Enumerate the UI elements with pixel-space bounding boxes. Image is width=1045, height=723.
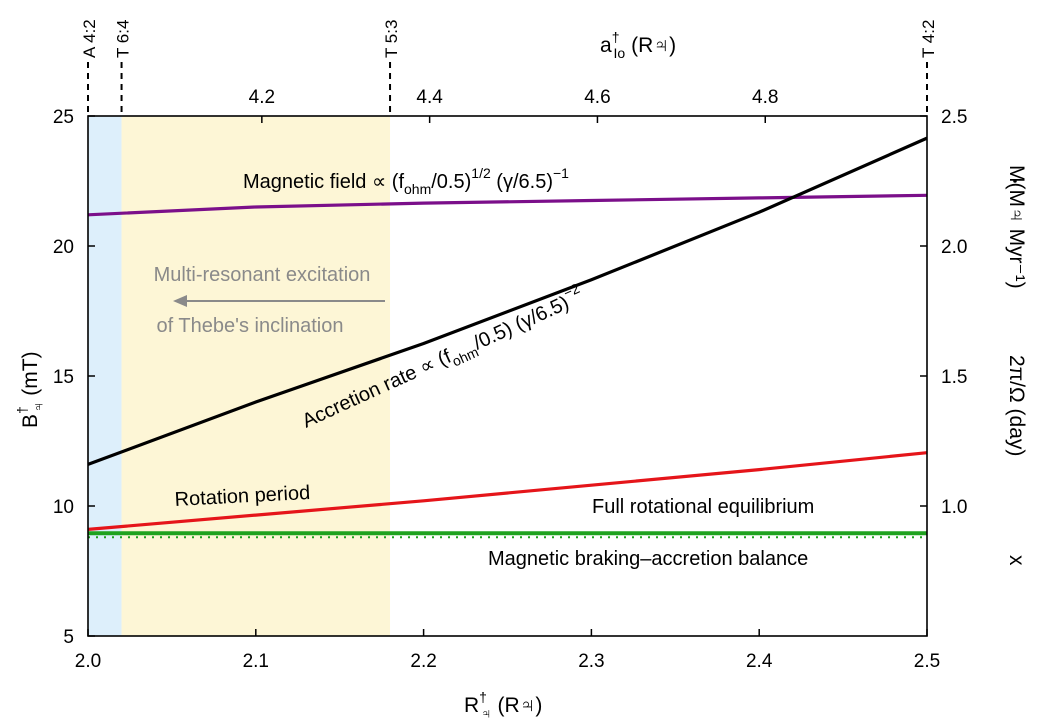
resonance-label-2: T 5:3 <box>382 20 401 58</box>
y-axis-right-x-title: x <box>1005 555 1028 566</box>
x-tick-label: 2.5 <box>914 651 940 672</box>
y-left-tick-label: 10 <box>53 497 74 518</box>
y-left-tick-label: 25 <box>53 107 74 128</box>
resonance-label-0: A 4:2 <box>80 19 99 58</box>
series-group <box>87 136 928 539</box>
y-right-tick-label: 1.5 <box>941 367 967 388</box>
y-left-tick-label: 20 <box>53 237 74 258</box>
top-axis-title: a† Io (R♃) <box>600 29 676 61</box>
resonance-lines: A 4:2 T 6:4 T 5:3 T 4:2 <box>80 19 938 116</box>
x-tick-label: 2.0 <box>75 651 101 672</box>
multi-resonant-label-1: Multi-resonant excitation <box>154 264 371 286</box>
multi-resonant-label-2: of Thebe's inclination <box>157 315 344 337</box>
top-tick-label: 4.6 <box>584 87 610 108</box>
series-line-rotation <box>87 451 928 531</box>
x-tick-label: 2.3 <box>578 651 604 672</box>
top-tick-label: 4.8 <box>752 87 778 108</box>
y-left-tick-label: 5 <box>63 627 74 648</box>
resonance-label-3: T 4:2 <box>919 20 938 58</box>
shaded-region-1 <box>121 116 391 636</box>
top-tick-label: 4.4 <box>416 87 443 108</box>
y-axis-right-period-title: 2π/Ω (day) <box>1005 355 1028 456</box>
full-equilibrium-annotation: Full rotational equilibrium <box>592 496 814 518</box>
series-line-accretion <box>87 136 928 466</box>
mdot-dot <box>1013 179 1017 183</box>
series-line-magnetic <box>87 193 928 217</box>
shaded-regions <box>88 116 391 636</box>
y-axis-left-title: B†♃(mT) <box>14 351 46 428</box>
axis-ticks: 2.0 2.1 2.2 2.3 2.4 2.5 4.2 4.4 4.6 4.8 5 10 15 20 25 1… <box>53 87 968 672</box>
leftward-arrow <box>173 295 385 307</box>
x-tick-label: 2.2 <box>410 651 436 672</box>
y-right-tick-label: 2.0 <box>941 237 967 258</box>
y-left-tick-label: 15 <box>53 367 74 388</box>
x-tick-label: 2.1 <box>243 651 269 672</box>
y-right-tick-label: 2.5 <box>941 107 967 128</box>
braking-balance-annotation: Magnetic braking–accretion balance <box>488 548 808 570</box>
x-axis-title: R† ♃ (R♃) <box>464 689 542 721</box>
top-tick-label: 4.2 <box>249 87 275 108</box>
x-tick-label: 2.4 <box>746 651 773 672</box>
resonance-label-1: T 6:4 <box>114 20 133 58</box>
y-right-tick-label: 1.0 <box>941 497 967 518</box>
y-axis-right-mdot-title: M(M♃ Myr⁻¹) <box>1005 165 1028 289</box>
magnetic-field-annotation: Magnetic field ∝ (fohm/0.5)1/2 (γ/6.5)−1 <box>243 165 569 197</box>
